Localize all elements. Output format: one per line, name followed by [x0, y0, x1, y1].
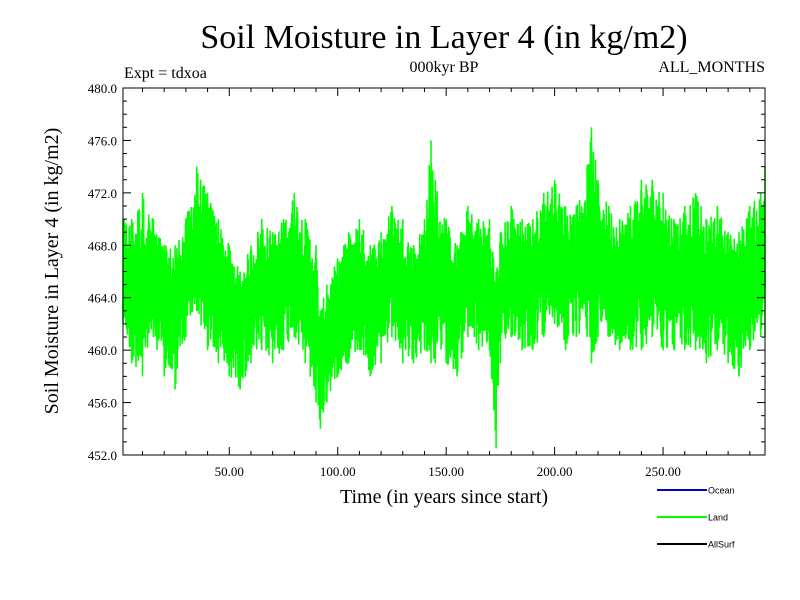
x-tick-label: 250.00	[645, 464, 681, 479]
legend: Ocean Land AllSurf	[657, 486, 735, 550]
y-tick-label: 480.0	[88, 81, 117, 96]
x-tick-label: 50.00	[215, 464, 244, 479]
y-tick-label: 472.0	[88, 186, 117, 201]
x-tick-label: 150.00	[428, 464, 464, 479]
y-tick-label: 468.0	[88, 238, 117, 253]
data-layer	[122, 127, 766, 449]
chart-title: Soil Moisture in Layer 4 (in kg/m2)	[200, 19, 687, 56]
y-tick-label: 452.0	[88, 448, 117, 463]
y-tick-label: 476.0	[88, 133, 117, 148]
axis-layer: 452.0 456.0 460.0 464.0 468.0 472.0 476.0 480.0…	[88, 81, 765, 479]
chart-subtitle: 000kyr BP	[410, 59, 479, 76]
legend-label: Ocean	[708, 486, 735, 496]
legend-label: Land	[708, 513, 728, 523]
x-tick-label: 100.00	[320, 464, 356, 479]
experiment-annotation: Expt = tdxoa	[124, 65, 207, 82]
y-tick-label: 456.0	[88, 396, 117, 411]
y-tick-label: 460.0	[88, 343, 117, 358]
series-land-line	[122, 137, 766, 431]
y-axis-label: Soil Moisture in Layer 4 (in kg/m2)	[41, 128, 63, 415]
x-tick-label: 200.00	[537, 464, 573, 479]
x-axis-label: Time (in years since start)	[340, 486, 548, 508]
months-annotation: ALL_MONTHS	[658, 59, 765, 76]
legend-label: AllSurf	[708, 540, 735, 550]
y-tick-label: 464.0	[88, 291, 117, 306]
